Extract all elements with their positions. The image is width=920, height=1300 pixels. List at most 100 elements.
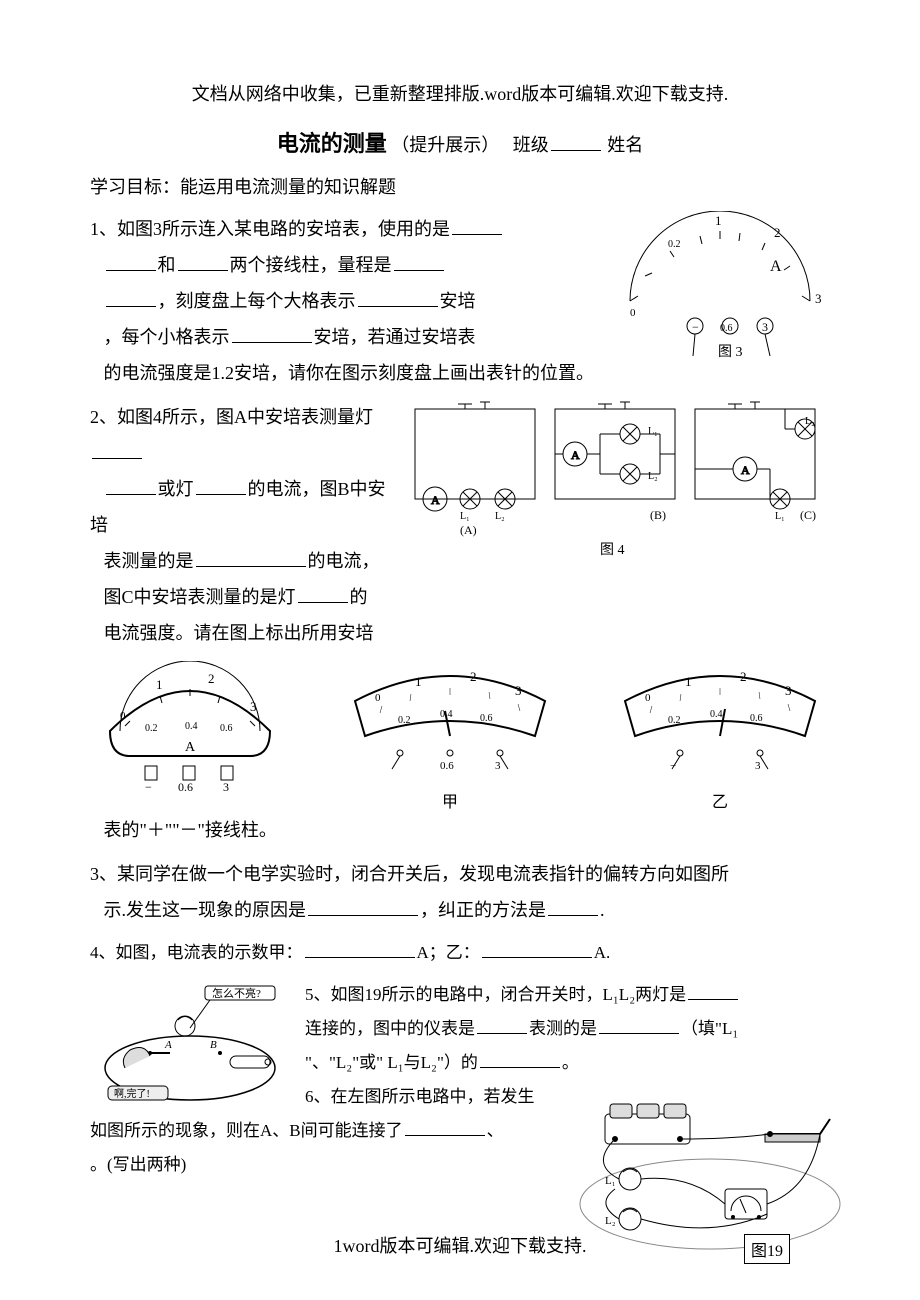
svg-text:B: B	[210, 1039, 217, 1051]
svg-text:1: 1	[685, 674, 692, 689]
blank	[196, 476, 246, 495]
svg-text:A: A	[164, 1039, 172, 1051]
svg-text:0: 0	[645, 692, 651, 704]
q2-t7: 的	[350, 587, 368, 607]
q2-t8: 电流强度。请在图上标出所用安培	[104, 623, 374, 643]
svg-text:0.2: 0.2	[398, 715, 411, 726]
blank	[196, 548, 306, 567]
svg-text:0.4: 0.4	[185, 721, 198, 732]
q3-num: 3	[90, 864, 99, 884]
svg-text:3: 3	[495, 760, 501, 772]
svg-text:L₁: L₁	[605, 1175, 616, 1187]
q3-t1: 、某同学在做一个电学实验时，闭合开关后，发现电流表指针的偏转方向如图所	[99, 864, 729, 884]
q4-num: 4	[90, 943, 99, 962]
blank	[232, 324, 312, 343]
svg-text:−: −	[692, 320, 699, 334]
header-note: 文档从网络中收集，已重新整理排版.word版本可编辑.欢迎下载支持.	[90, 80, 830, 106]
blank	[599, 1016, 679, 1034]
svg-text:0.2: 0.2	[145, 723, 158, 734]
svg-text:0.2: 0.2	[668, 715, 681, 726]
svg-text:L₁: L₁	[648, 426, 658, 437]
class-label: 班级	[513, 135, 549, 155]
svg-text:(B): (B)	[650, 508, 666, 522]
svg-text:0: 0	[120, 710, 126, 722]
q3-t3: ，纠正的方法是	[420, 900, 546, 920]
svg-text:A: A	[770, 258, 782, 275]
figure-19: L₁ L₂	[570, 1094, 850, 1266]
blank	[480, 1050, 560, 1068]
svg-text:3: 3	[515, 683, 522, 698]
q6-num: 6	[305, 1087, 314, 1106]
svg-text:0.6: 0.6	[750, 713, 763, 724]
q4-t1: 、如图，电流表的示数甲：	[99, 943, 303, 962]
q1-t5: 安培	[440, 291, 476, 311]
question-4: 4、如图，电流表的示数甲：A；乙：A.	[90, 936, 830, 970]
meter-jia: 0123 0.20.40.6 0.6 3 甲	[340, 661, 560, 812]
svg-text:0.6: 0.6	[440, 760, 454, 772]
q6-t4: 。(写出两种)	[90, 1155, 186, 1174]
svg-text:L₂: L₂	[605, 1215, 616, 1227]
q3-t2: 示.发生这一现象的原因是	[104, 900, 307, 920]
q5-t3: 表测的是	[529, 1019, 597, 1038]
blank	[308, 897, 418, 916]
q2-t1: 、如图4所示，图A中安培表测量灯	[99, 407, 373, 427]
q5-t5: "、"L₂"或" L₁与L₂"）的	[305, 1053, 478, 1072]
blank	[452, 216, 502, 235]
svg-text:0.6: 0.6	[720, 323, 733, 334]
svg-text:0.6: 0.6	[220, 723, 233, 734]
q1-t4: ，刻度盘上每个大格表示	[158, 291, 356, 311]
svg-text:1: 1	[415, 674, 422, 689]
blank	[358, 288, 438, 307]
svg-text:(A): (A)	[460, 523, 477, 537]
blank	[482, 940, 592, 958]
svg-text:0.2: 0.2	[668, 239, 681, 250]
blank	[92, 440, 142, 459]
svg-text:0.6: 0.6	[178, 780, 193, 791]
blank	[298, 584, 348, 603]
svg-text:2: 2	[740, 669, 747, 684]
svg-text:(C): (C)	[800, 508, 816, 522]
title-main: 电流的测量	[277, 131, 387, 156]
figure-19-label: 图19	[744, 1234, 790, 1264]
learning-goal: 学习目标：能运用电流测量的知识解题	[90, 173, 830, 199]
svg-text:L₂: L₂	[648, 471, 658, 482]
svg-text:1: 1	[156, 677, 163, 692]
blank	[477, 1016, 527, 1034]
blank	[688, 982, 738, 1000]
svg-text:3: 3	[250, 699, 257, 714]
q1-num: 1	[90, 219, 99, 239]
svg-text:2: 2	[208, 671, 215, 686]
blank	[405, 1118, 485, 1136]
svg-text:3: 3	[762, 320, 768, 334]
svg-text:3: 3	[785, 683, 792, 698]
svg-text:L₂: L₂	[805, 416, 815, 427]
q1-t2: 和	[158, 255, 176, 275]
svg-text:怎么不亮?: 怎么不亮?	[212, 986, 261, 1000]
svg-text:1: 1	[715, 213, 722, 228]
q2-t6: 图C中安培表测量的是灯	[104, 587, 296, 607]
q4-t2: A；乙：	[417, 943, 480, 962]
class-blank	[551, 132, 601, 151]
figure-3: 0 1 2 3 0.2 A − 0.6 3 图 3	[610, 211, 830, 373]
q5-t4: （填"L₁	[681, 1019, 738, 1038]
question-3: 3、某同学在做一个电学实验时，闭合开关后，发现电流表指针的偏转方向如图所 示.发…	[90, 856, 830, 928]
blank	[305, 940, 415, 958]
svg-text:0.6: 0.6	[480, 713, 493, 724]
svg-text:A: A	[571, 448, 580, 462]
blank	[548, 897, 598, 916]
svg-text:3: 3	[815, 291, 822, 306]
q2-t4: 表测量的是	[104, 551, 194, 571]
title-line: 电流的测量 （提升展示） 班级 姓名	[90, 126, 830, 158]
meter-jia-label: 甲	[340, 788, 560, 812]
svg-text:3: 3	[755, 760, 761, 772]
name-label: 姓名	[607, 135, 643, 155]
svg-text:−: −	[145, 780, 152, 791]
q1-t1: 、如图3所示连入某电路的安培表，使用的是	[99, 219, 450, 239]
svg-text:2: 2	[774, 225, 781, 240]
blank	[106, 288, 156, 307]
svg-text:L₁: L₁	[460, 511, 470, 522]
svg-text:A: A	[741, 463, 750, 477]
svg-text:啊,完了!: 啊,完了!	[114, 1087, 150, 1100]
meter-yi-label: 乙	[610, 788, 830, 812]
q5-t6: 。	[562, 1053, 579, 1072]
